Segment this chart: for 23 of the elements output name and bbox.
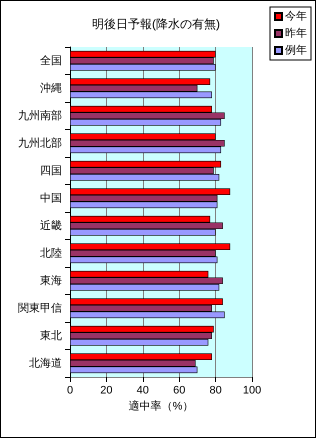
x-axis-title: 適中率（%） [128, 400, 194, 412]
chart-title: 明後日予報(降水の有無) [92, 17, 220, 31]
y-tick-label: 東海 [40, 274, 62, 287]
y-tick-label: 九州北部 [18, 136, 62, 150]
y-tick-label: 北陸 [40, 246, 62, 260]
x-tick-label: 80 [209, 384, 222, 396]
y-tick-label: 沖縄 [40, 81, 62, 94]
x-tick-label: 40 [136, 384, 149, 396]
y-tick-label: 北海道 [29, 356, 62, 370]
legend-label: 昨年 [285, 28, 307, 40]
legend-label: 例年 [285, 44, 307, 56]
y-tick-label: 中国 [40, 191, 62, 204]
x-tick-label: 100 [242, 384, 262, 396]
y-tick-label: 四国 [40, 164, 62, 177]
y-tick-label: 関東甲信 [18, 301, 62, 314]
y-tick-label: 全国 [40, 54, 62, 67]
y-tick-label: 近畿 [40, 218, 62, 232]
y-tick-label: 東北 [40, 328, 62, 342]
x-tick-label: 60 [173, 384, 186, 396]
x-tick-label: 20 [100, 384, 113, 396]
legend-label: 今年 [285, 10, 307, 22]
y-tick-label: 九州南部 [18, 108, 62, 122]
x-tick-label: 0 [66, 384, 74, 396]
